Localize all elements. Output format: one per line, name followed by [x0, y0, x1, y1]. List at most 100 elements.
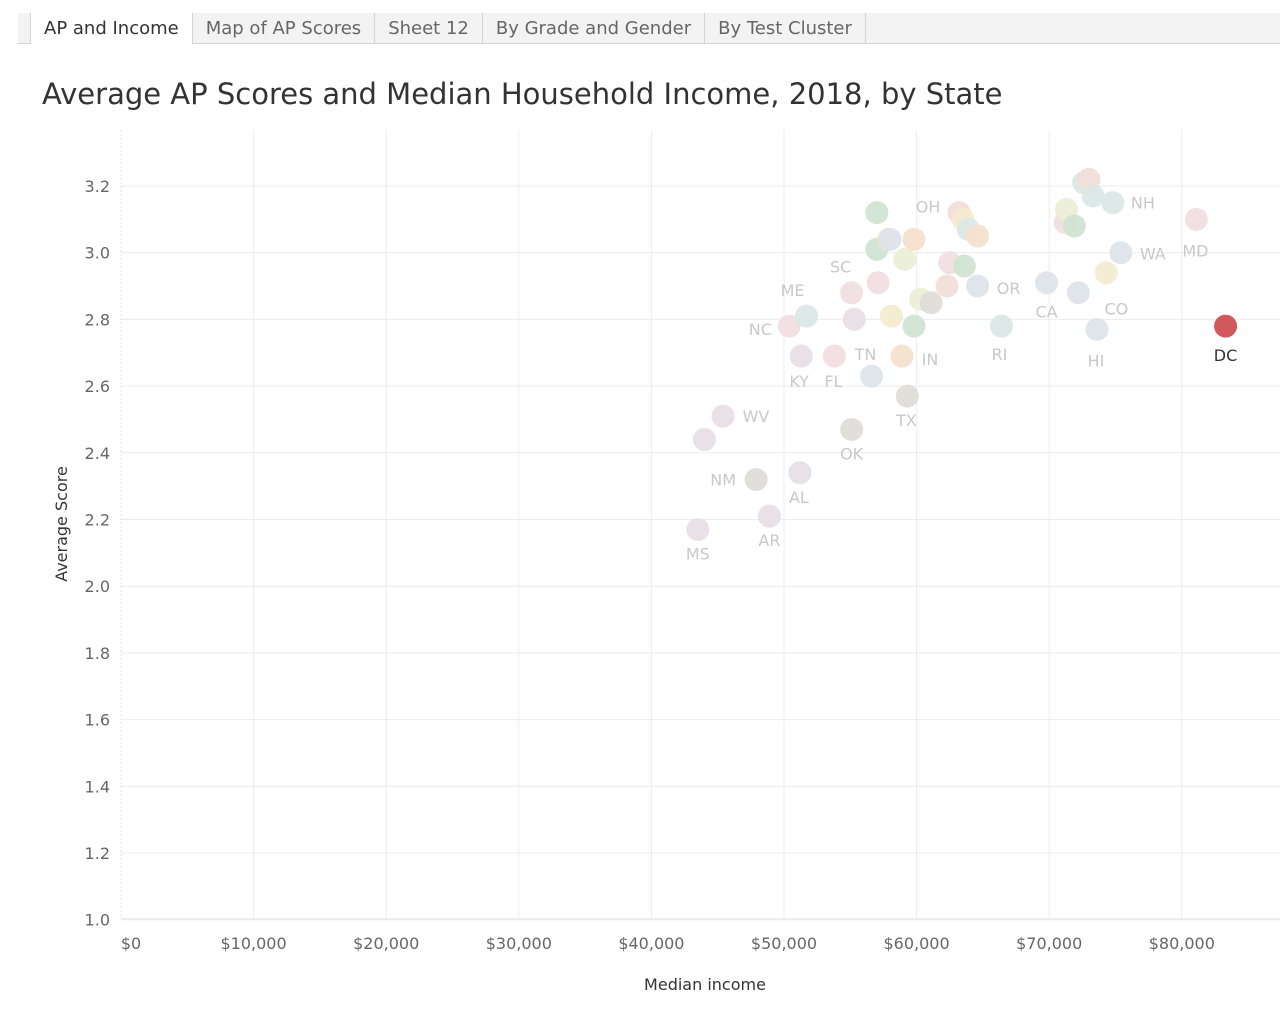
y-axis-ticks: 1.0 1.2 1.4 1.6 1.8 2.0 2.2 2.4 2.6 2.8 3.0 3.2	[85, 177, 110, 930]
x-axis-ticks: $0 $10,000 $20,000 $30,000 $40,000 $50,000 $60…	[121, 934, 1215, 953]
point-state-23[interactable]	[893, 247, 917, 271]
point-ok[interactable]	[840, 417, 864, 441]
x-tick-label-50-000: $50,000	[751, 934, 817, 953]
point-hi[interactable]	[1085, 317, 1109, 341]
point-state-14[interactable]	[842, 307, 866, 331]
point-nc[interactable]	[777, 314, 801, 338]
point-ms[interactable]	[686, 518, 710, 542]
point-ca[interactable]	[1035, 271, 1059, 295]
point-label-dc: DC	[1214, 346, 1238, 365]
point-label-ms: MS	[686, 545, 710, 564]
point-me[interactable]	[795, 304, 819, 328]
point-state-32[interactable]	[966, 224, 990, 248]
point-label-md: MD	[1182, 241, 1208, 260]
point-state-21[interactable]	[935, 274, 959, 298]
point-state-17[interactable]	[879, 304, 903, 328]
point-label-co: CO	[1104, 300, 1128, 319]
point-label-sc: SC	[830, 258, 851, 277]
point-label-tn: TN	[854, 345, 877, 364]
point-al[interactable]	[788, 461, 812, 485]
point-sc[interactable]	[840, 281, 864, 305]
point-state-4[interactable]	[692, 427, 716, 451]
point-label-oh: OH	[916, 197, 941, 216]
tab-ap-and-income[interactable]: AP and Income	[31, 13, 193, 44]
point-label-nc: NC	[749, 320, 772, 339]
y-tick-label-2-0: 2.0	[85, 577, 110, 596]
tab-sheet-12[interactable]: Sheet 12	[375, 13, 483, 43]
y-tick-label-3-2: 3.2	[85, 177, 110, 196]
point-state-42[interactable]	[1062, 214, 1086, 238]
x-tick-label-40-000: $40,000	[618, 934, 684, 953]
point-or[interactable]	[966, 274, 990, 298]
point-state-38[interactable]	[1094, 261, 1118, 285]
point-state-26[interactable]	[902, 227, 926, 251]
point-label-ok: OK	[840, 444, 864, 463]
point-wa[interactable]	[1109, 241, 1133, 265]
point-label-nh: NH	[1131, 194, 1155, 213]
x-tick-label-0: $0	[121, 934, 141, 953]
tab-map-of-ap-scores[interactable]: Map of AP Scores	[193, 13, 376, 43]
point-state-20[interactable]	[919, 291, 943, 315]
point-fl[interactable]	[822, 344, 846, 368]
point-md[interactable]	[1184, 207, 1208, 231]
point-ky[interactable]	[789, 344, 813, 368]
point-state-27[interactable]	[865, 201, 889, 225]
point-tn[interactable]	[860, 364, 884, 388]
point-oh[interactable]	[878, 227, 902, 251]
point-label-in: IN	[922, 350, 939, 369]
y-tick-label-1-0: 1.0	[85, 911, 110, 930]
data-points	[686, 167, 1238, 542]
gridlines	[120, 130, 1280, 921]
y-tick-label-2-6: 2.6	[85, 377, 110, 396]
x-tick-label-70-000: $70,000	[1016, 934, 1082, 953]
x-tick-label-10-000: $10,000	[221, 934, 287, 953]
tab-by-test-cluster[interactable]: By Test Cluster	[705, 13, 866, 43]
point-state-33[interactable]	[952, 254, 976, 278]
point-wv[interactable]	[711, 404, 735, 428]
sheet-tabs: AP and Income Map of AP Scores Sheet 12 …	[31, 13, 866, 44]
point-label-ky: KY	[789, 372, 809, 391]
point-ri[interactable]	[989, 314, 1013, 338]
x-axis-label: Median income	[644, 975, 766, 994]
point-label-tx: TX	[895, 411, 917, 430]
y-tick-label-1-6: 1.6	[85, 711, 110, 730]
x-tick-label-80-000: $80,000	[1149, 934, 1215, 953]
chart-title: Average AP Scores and Median Household I…	[42, 77, 1003, 111]
point-ar[interactable]	[757, 504, 781, 528]
point-nm[interactable]	[744, 467, 768, 491]
y-tick-label-2-2: 2.2	[85, 511, 110, 530]
point-label-or: OR	[997, 279, 1021, 298]
y-tick-label-3-0: 3.0	[85, 244, 110, 263]
point-state-18[interactable]	[902, 314, 926, 338]
point-label-ca: CA	[1035, 303, 1057, 322]
point-label-hi: HI	[1088, 351, 1105, 370]
point-label-wv: WV	[743, 407, 770, 426]
x-tick-label-60-000: $60,000	[884, 934, 950, 953]
point-label-me: ME	[781, 281, 805, 300]
y-tick-label-1-4: 1.4	[85, 777, 110, 796]
y-tick-label-2-4: 2.4	[85, 444, 110, 463]
y-tick-label-1-8: 1.8	[85, 644, 110, 663]
sheet-tab-bar: AP and Income Map of AP Scores Sheet 12 …	[18, 13, 1280, 44]
point-label-wa: WA	[1140, 245, 1166, 264]
point-co[interactable]	[1066, 281, 1090, 305]
point-state-45[interactable]	[1081, 184, 1105, 208]
point-label-fl: FL	[824, 372, 842, 391]
point-nh[interactable]	[1101, 191, 1125, 215]
point-label-ar: AR	[758, 531, 780, 550]
point-dc[interactable]	[1214, 314, 1238, 338]
point-label-ri: RI	[992, 345, 1008, 364]
x-tick-label-30-000: $30,000	[486, 934, 552, 953]
tab-bar-left-stub	[18, 13, 31, 43]
point-in[interactable]	[890, 344, 914, 368]
point-label-nm: NM	[710, 470, 736, 489]
point-tx[interactable]	[895, 384, 919, 408]
point-state-16[interactable]	[866, 271, 890, 295]
tab-by-grade-and-gender[interactable]: By Grade and Gender	[483, 13, 706, 43]
x-tick-label-20-000: $20,000	[353, 934, 419, 953]
y-tick-label-2-8: 2.8	[85, 310, 110, 329]
y-tick-label-1-2: 1.2	[85, 844, 110, 863]
y-axis-label: Average Score	[52, 466, 71, 582]
point-labels: MS AR AL NM WV OK TX KY FL TN IN NC ME SC OH OR RI CA CO HI…	[686, 194, 1237, 564]
